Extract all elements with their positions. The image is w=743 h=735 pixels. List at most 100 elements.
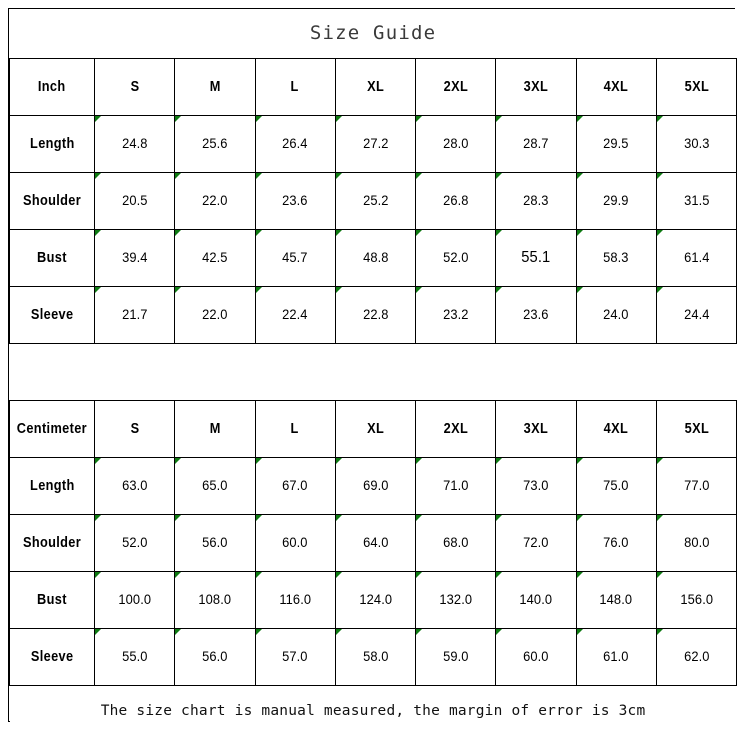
measure-value: 27.2 (363, 135, 388, 151)
text-number-flag-icon (416, 629, 422, 635)
size-header-cell: 2XL (416, 59, 496, 116)
measure-value-cell: 124.0 (335, 572, 415, 629)
measure-value-cell: 22.4 (255, 287, 335, 344)
text-number-flag-icon (175, 572, 181, 578)
text-number-flag-icon (496, 116, 502, 122)
size-header-cell: XL (335, 59, 415, 116)
measure-value: 67.0 (282, 477, 307, 493)
text-number-flag-icon (657, 572, 663, 578)
measure-value: 22.0 (202, 192, 227, 208)
measure-value-cell: 148.0 (576, 572, 656, 629)
size-header-cell: 4XL (576, 59, 656, 116)
text-number-flag-icon (416, 173, 422, 179)
measure-label: Shoulder (23, 535, 81, 551)
measure-label: Sleeve (31, 307, 74, 323)
measure-value: 62.0 (684, 648, 709, 664)
size-header-label: L (291, 79, 299, 95)
text-number-flag-icon (577, 572, 583, 578)
text-number-flag-icon (336, 173, 342, 179)
measure-value: 28.7 (523, 135, 548, 151)
measure-value-cell: 56.0 (175, 629, 255, 686)
measure-value: 23.6 (282, 192, 307, 208)
measure-value-cell: 73.0 (496, 458, 576, 515)
measure-value-cell: 76.0 (576, 515, 656, 572)
measure-value-cell: 22.0 (175, 287, 255, 344)
text-number-flag-icon (95, 458, 101, 464)
measure-value: 58.0 (363, 648, 388, 664)
measure-value-cell: 58.3 (576, 230, 656, 287)
text-number-flag-icon (416, 572, 422, 578)
measure-value-cell: 64.0 (335, 515, 415, 572)
measure-label: Bust (37, 592, 67, 608)
measure-value-cell: 60.0 (496, 629, 576, 686)
measure-value: 132.0 (439, 591, 472, 607)
measure-value-cell: 61.4 (656, 230, 736, 287)
text-number-flag-icon (496, 629, 502, 635)
measure-value: 26.4 (282, 135, 307, 151)
text-number-flag-icon (95, 629, 101, 635)
measure-value: 69.0 (363, 477, 388, 493)
measure-value: 28.3 (523, 192, 548, 208)
measure-value-cell: 22.8 (335, 287, 415, 344)
measure-value-cell: 26.4 (255, 116, 335, 173)
unit-header-label: Centimeter (17, 421, 87, 437)
measure-value-cell: 56.0 (175, 515, 255, 572)
measure-value: 29.5 (603, 135, 628, 151)
text-number-flag-icon (496, 230, 502, 236)
measure-value: 140.0 (520, 591, 553, 607)
text-number-flag-icon (657, 173, 663, 179)
measure-label-cell: Sleeve (10, 287, 95, 344)
size-header-cell: XL (335, 401, 415, 458)
size-header-label: 3XL (524, 79, 548, 95)
measure-value-cell: 80.0 (656, 515, 736, 572)
measure-value-cell: 20.5 (95, 173, 175, 230)
measure-value-cell: 100.0 (95, 572, 175, 629)
text-number-flag-icon (336, 572, 342, 578)
text-number-flag-icon (256, 230, 262, 236)
text-number-flag-icon (336, 629, 342, 635)
measure-value-cell: 28.7 (496, 116, 576, 173)
text-number-flag-icon (336, 458, 342, 464)
text-number-flag-icon (416, 230, 422, 236)
text-number-flag-icon (175, 629, 181, 635)
size-header-cell: S (95, 59, 175, 116)
measure-value-cell: 58.0 (335, 629, 415, 686)
text-number-flag-icon (496, 458, 502, 464)
text-number-flag-icon (175, 515, 181, 521)
size-header-label: 3XL (524, 421, 548, 437)
size-header-cell: S (95, 401, 175, 458)
measure-value-cell: 52.0 (95, 515, 175, 572)
measure-value-cell: 29.5 (576, 116, 656, 173)
text-number-flag-icon (256, 116, 262, 122)
footer-note-text: The size chart is manual measured, the m… (101, 703, 646, 719)
measure-value: 56.0 (202, 534, 227, 550)
size-header-cell: 3XL (496, 59, 576, 116)
measure-value: 108.0 (199, 591, 232, 607)
size-header-label: XL (367, 421, 384, 437)
page-title-text: Size Guide (310, 22, 436, 44)
text-number-flag-icon (657, 230, 663, 236)
text-number-flag-icon (416, 116, 422, 122)
measure-value-cell: 132.0 (416, 572, 496, 629)
measure-value-cell: 22.0 (175, 173, 255, 230)
measure-label: Sleeve (31, 649, 74, 665)
size-header-cell: 4XL (576, 401, 656, 458)
measure-label: Shoulder (23, 193, 81, 209)
text-number-flag-icon (336, 116, 342, 122)
measure-value: 23.2 (443, 306, 468, 322)
measure-value-cell: 72.0 (496, 515, 576, 572)
measure-value: 52.0 (443, 249, 468, 265)
measure-value: 24.8 (122, 135, 147, 151)
measure-value: 77.0 (684, 477, 709, 493)
text-number-flag-icon (416, 287, 422, 293)
measure-label-cell: Length (10, 116, 95, 173)
measure-value-cell: 68.0 (416, 515, 496, 572)
measure-value: 71.0 (443, 477, 468, 493)
measure-value: 156.0 (680, 591, 713, 607)
measure-value-cell: 28.0 (416, 116, 496, 173)
